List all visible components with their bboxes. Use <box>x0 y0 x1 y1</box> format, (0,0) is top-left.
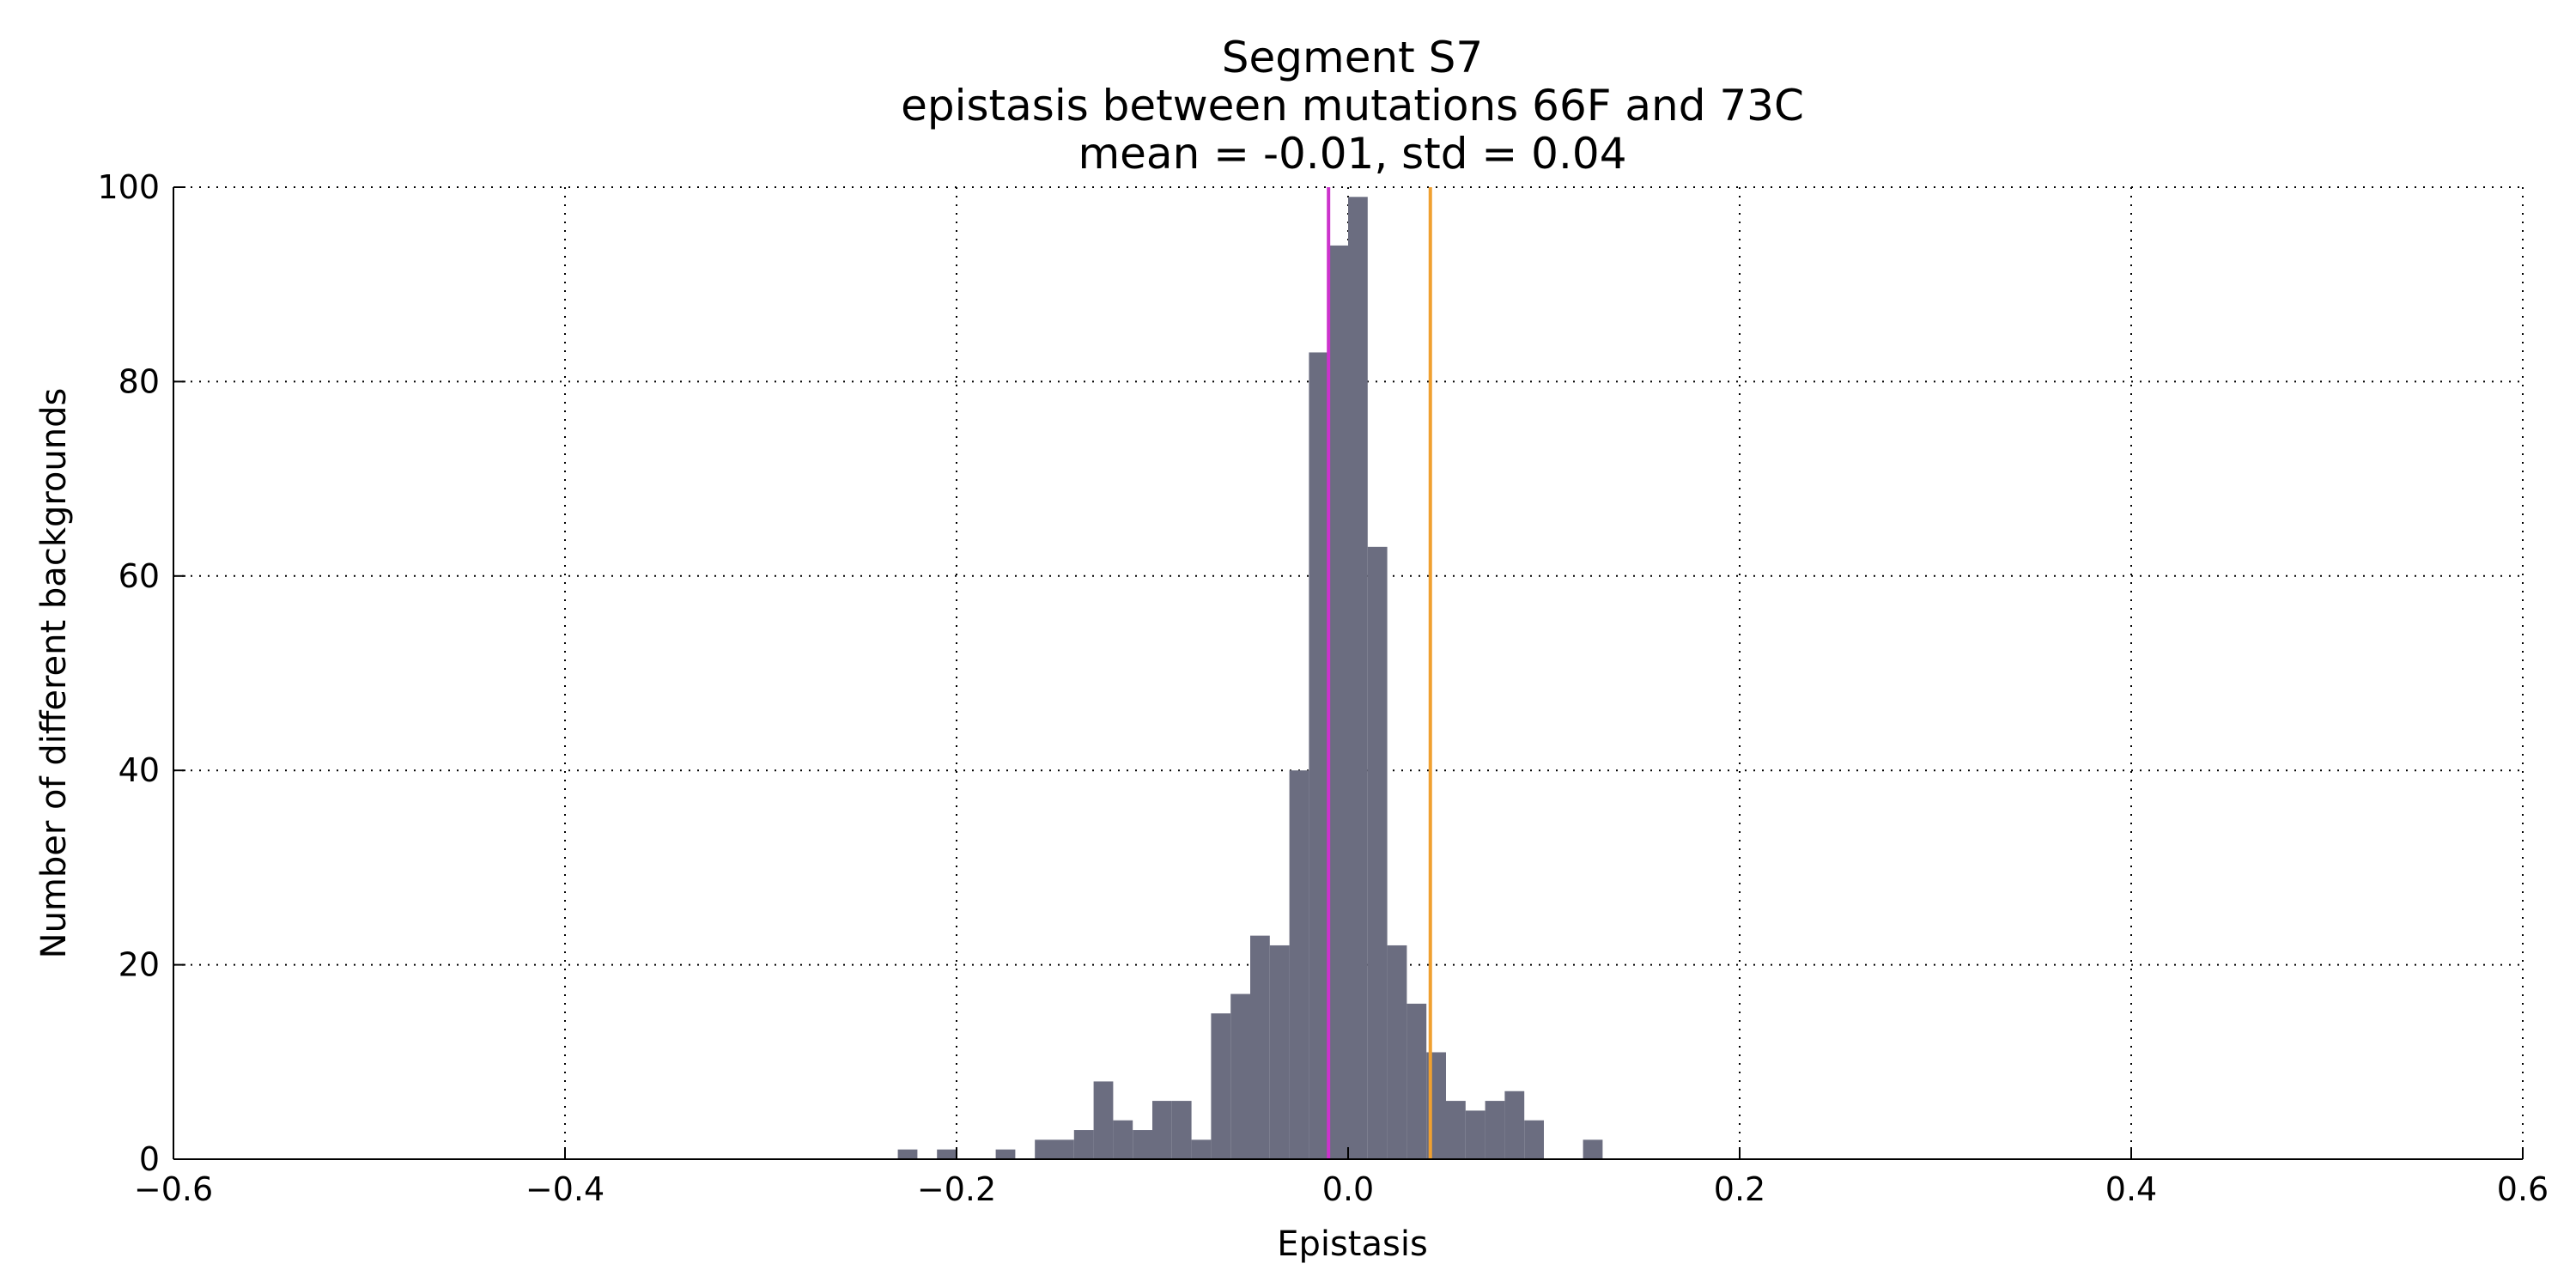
histogram-bar <box>1250 935 1270 1159</box>
histogram-bar <box>1524 1120 1544 1159</box>
histogram-bar <box>1191 1139 1212 1159</box>
x-tick-label: 0.2 <box>1714 1170 1765 1208</box>
histogram-bar <box>1485 1101 1505 1159</box>
y-tick-label: 100 <box>97 168 160 206</box>
histogram-bar <box>1269 945 1290 1159</box>
x-tick-label: −0.4 <box>526 1170 605 1208</box>
histogram-bar <box>1171 1101 1192 1159</box>
histogram-bar <box>1446 1101 1466 1159</box>
y-tick-label: 80 <box>118 362 160 400</box>
y-tick-labels: 0 20 40 60 80 100 <box>97 168 160 1178</box>
x-tick-label: −0.6 <box>134 1170 213 1208</box>
x-axis-label: Epistasis <box>1277 1224 1428 1264</box>
histogram-bar <box>1504 1091 1525 1159</box>
histogram-bar <box>995 1149 1016 1159</box>
histogram-bar <box>1387 945 1407 1159</box>
y-axis-label: Number of different backgrounds <box>34 388 74 959</box>
x-tick-label: 0.4 <box>2105 1170 2157 1208</box>
histogram-bar <box>1583 1139 1603 1159</box>
histogram-bar <box>1465 1110 1485 1159</box>
histogram-bar <box>1406 1003 1427 1159</box>
histogram-bar <box>1230 993 1250 1159</box>
histogram-bar <box>1211 1013 1231 1159</box>
y-tick-label: 0 <box>139 1140 160 1178</box>
axes <box>173 186 2524 1160</box>
x-tick-label: 0.6 <box>2497 1170 2549 1208</box>
histogram-bar <box>1309 352 1329 1159</box>
title-line-1: Segment S7 <box>1222 33 1483 82</box>
histogram-bar <box>1054 1139 1074 1159</box>
title-line-3: mean = -0.01, std = 0.04 <box>1078 129 1626 179</box>
y-tick-label: 40 <box>118 751 160 789</box>
histogram-bar <box>1348 197 1368 1159</box>
histogram-bar <box>1035 1139 1054 1159</box>
histogram-bar <box>1152 1101 1172 1159</box>
histogram-bar <box>1113 1120 1133 1159</box>
reference-lines <box>1327 187 1432 1159</box>
histogram-bar <box>1133 1130 1152 1159</box>
x-tick-labels: −0.6 −0.4 −0.2 0.0 0.2 0.4 0.6 <box>134 1170 2549 1208</box>
x-tick-label: 0.0 <box>1322 1170 1374 1208</box>
chart-title: Segment S7 epistasis between mutations 6… <box>901 33 1804 179</box>
histogram-bar <box>1328 245 1348 1159</box>
y-tick-label: 60 <box>118 557 160 595</box>
x-tick-label: −0.2 <box>917 1170 996 1208</box>
histogram-bar <box>1289 770 1309 1159</box>
title-line-2: epistasis between mutations 66F and 73C <box>901 81 1804 131</box>
histogram-bar <box>897 1149 918 1159</box>
histogram-bar <box>1367 546 1388 1159</box>
histogram-bar <box>937 1149 957 1159</box>
histogram-bars <box>897 197 1603 1159</box>
histogram-bar <box>1073 1130 1094 1159</box>
histogram-bar <box>1093 1081 1114 1159</box>
y-tick-label: 20 <box>118 946 160 984</box>
